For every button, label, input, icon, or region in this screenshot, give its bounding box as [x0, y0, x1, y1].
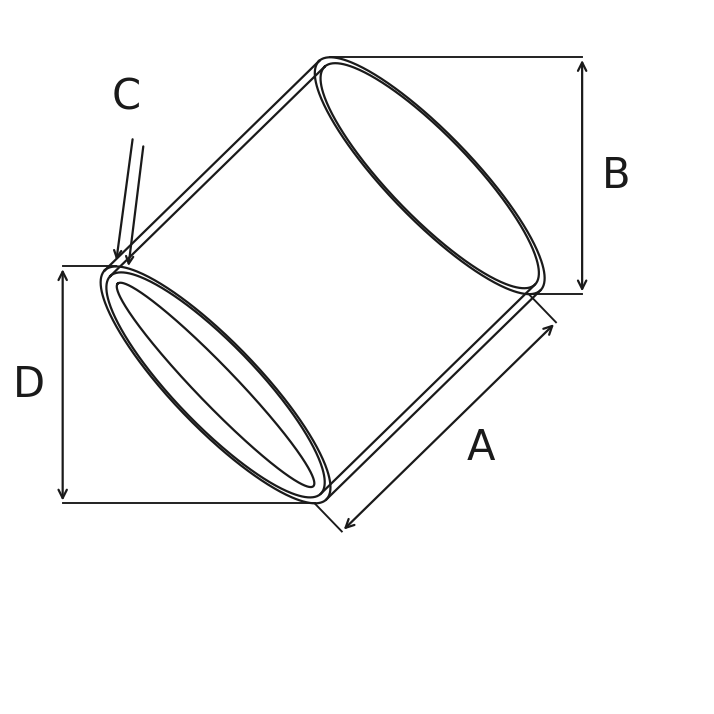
Text: B: B	[602, 155, 630, 197]
Text: A: A	[467, 427, 495, 469]
Text: D: D	[12, 364, 44, 406]
Text: C: C	[111, 76, 141, 119]
